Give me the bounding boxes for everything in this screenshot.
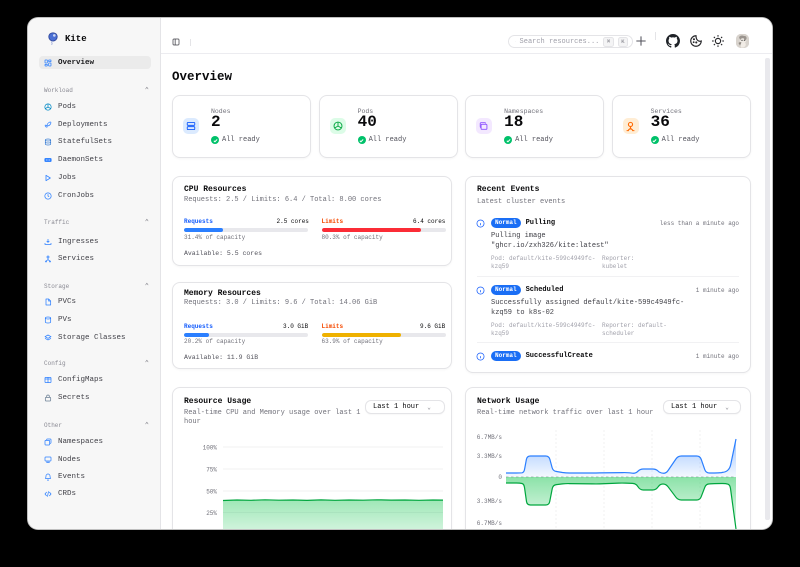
svg-text:6.7MB/s: 6.7MB/s — [477, 520, 503, 527]
svg-text:6.7MB/s: 6.7MB/s — [477, 434, 503, 441]
svg-text:100%: 100% — [203, 445, 218, 452]
svg-text:50%: 50% — [206, 489, 217, 496]
svg-text:25%: 25% — [206, 510, 217, 517]
svg-text:75%: 75% — [206, 467, 217, 474]
svg-text:3.3MB/s: 3.3MB/s — [477, 498, 503, 505]
svg-text:0: 0 — [498, 474, 502, 481]
svg-text:3.3MB/s: 3.3MB/s — [477, 453, 503, 460]
